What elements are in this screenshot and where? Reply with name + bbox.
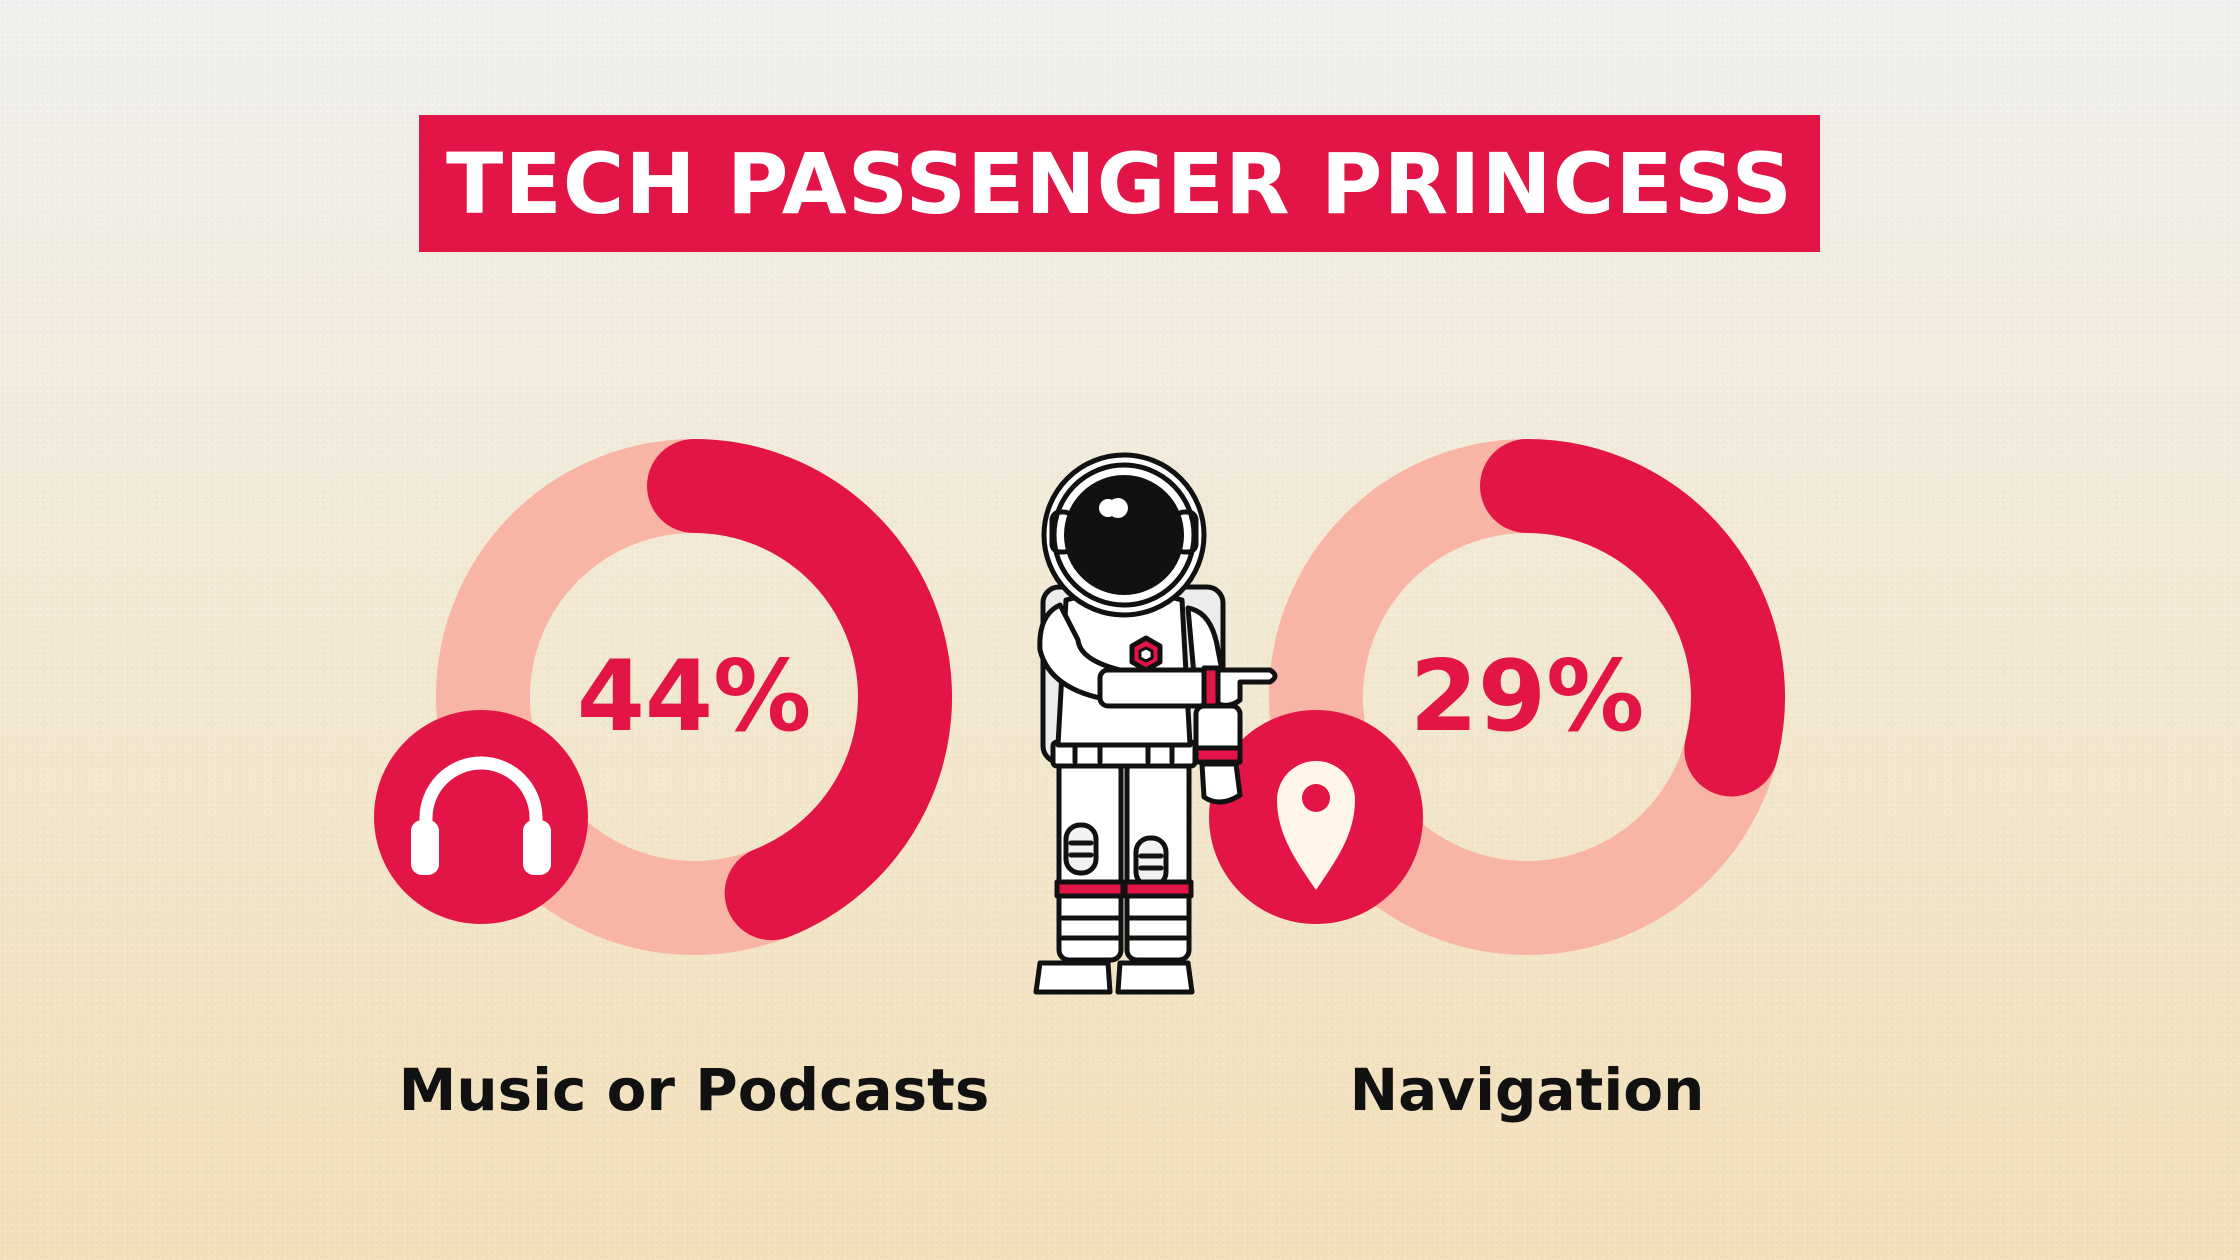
astronaut-pointing-icon bbox=[1033, 452, 1278, 995]
donut-value-label: 29% bbox=[1410, 640, 1645, 754]
donut-chart-music: 44% bbox=[374, 439, 952, 955]
location-pin-icon bbox=[1277, 761, 1355, 890]
headphones-badge bbox=[374, 710, 588, 924]
donut-chart-navigation: 29% bbox=[1209, 439, 1785, 955]
page-title: TECH PASSENGER PRINCESS bbox=[446, 134, 1793, 233]
donut-value-arc bbox=[1480, 439, 1785, 797]
location-pin-badge bbox=[1209, 710, 1423, 924]
donut-value-arc bbox=[647, 439, 952, 941]
chart-label-music: Music or Podcasts bbox=[398, 1056, 990, 1124]
headphones-icon bbox=[419, 756, 543, 849]
title-banner: TECH PASSENGER PRINCESS bbox=[419, 115, 1820, 252]
chart-label-navigation: Navigation bbox=[1349, 1056, 1705, 1124]
donut-value-label: 44% bbox=[577, 640, 812, 754]
